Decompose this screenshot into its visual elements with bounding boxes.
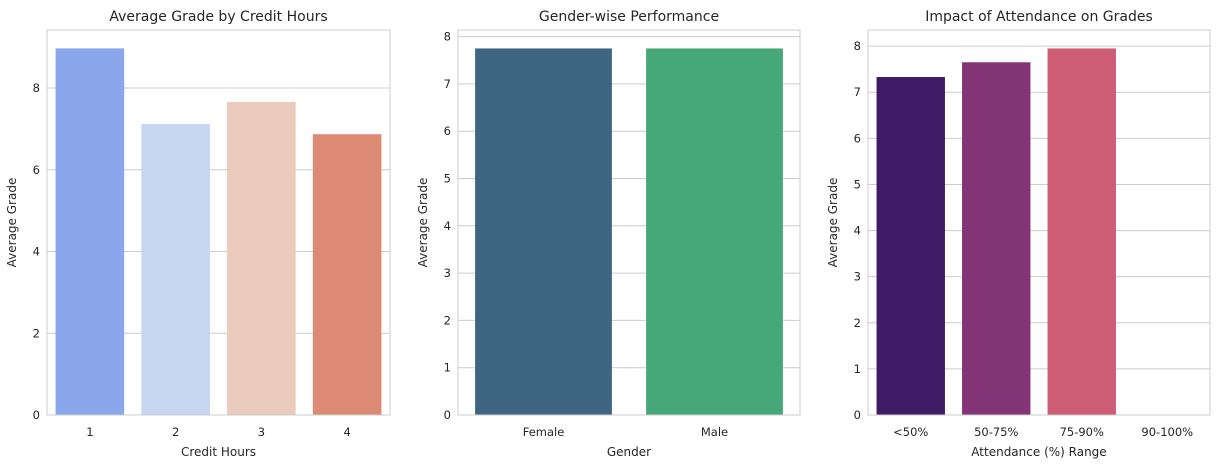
y-tick-label: 1 xyxy=(854,362,861,376)
y-axis-label: Average Grade xyxy=(826,178,840,268)
chart-title: Impact of Attendance on Grades xyxy=(925,9,1153,25)
y-tick-label: 2 xyxy=(854,316,861,330)
plot-frame xyxy=(46,29,391,416)
y-tick-label: 4 xyxy=(33,245,40,259)
y-tick-label: 0 xyxy=(33,408,40,422)
y-tick-label: 5 xyxy=(444,172,451,186)
x-tick-label: Female xyxy=(523,425,565,439)
y-tick-label: 2 xyxy=(33,326,40,340)
y-axis-label: Average Grade xyxy=(416,178,430,268)
y-tick-label: 1 xyxy=(444,361,451,375)
chart-panel-1: 0 2 4 6 8 1 2 3 4 Average Grade by Credit Hours Cr… xyxy=(5,9,391,459)
y-tick-label: 0 xyxy=(444,408,451,422)
y-tick-label: 5 xyxy=(854,177,861,191)
y-tick-label: 0 xyxy=(854,408,861,422)
x-tick-label: 2 xyxy=(172,425,179,439)
y-tick-label: 2 xyxy=(444,313,451,327)
chart-title: Gender-wise Performance xyxy=(539,9,719,25)
chart-panel-3: 0 1 2 3 4 5 6 7 8 <50% 50-75% 75-90% 90-100% Impact o… xyxy=(826,9,1211,459)
chart-title: Average Grade by Credit Hours xyxy=(109,9,327,25)
bar-75-90- xyxy=(1047,48,1116,415)
x-tick-label: 50-75% xyxy=(974,425,1018,439)
y-tick-label: 8 xyxy=(33,81,40,95)
y-tick-label: 6 xyxy=(444,124,451,138)
y-tick-label: 8 xyxy=(444,30,451,44)
y-tick-label: 6 xyxy=(854,131,861,145)
y-tick-label: 6 xyxy=(33,163,40,177)
y-tick-label: 3 xyxy=(444,266,451,280)
x-tick-label: 90-100% xyxy=(1141,425,1193,439)
x-axis-label: Credit Hours xyxy=(181,445,256,459)
chart-panel-2: 0 1 2 3 4 5 6 7 8 Female Male Gender-wise Performan… xyxy=(416,9,801,459)
x-tick-label: <50% xyxy=(893,425,928,439)
bar-male xyxy=(646,48,783,415)
x-tick-label: 1 xyxy=(86,425,93,439)
bar--50- xyxy=(876,77,945,415)
x-tick-label: 4 xyxy=(343,425,350,439)
x-tick-label: Male xyxy=(701,425,728,439)
y-tick-label: 7 xyxy=(854,85,861,99)
y-tick-label: 7 xyxy=(444,77,451,91)
bar-4 xyxy=(312,134,382,416)
plot-frame xyxy=(457,29,801,416)
bar-2 xyxy=(141,124,210,415)
bar-50-75- xyxy=(962,62,1031,415)
x-tick-label: 3 xyxy=(258,425,265,439)
x-axis-label: Attendance (%) Range xyxy=(971,445,1106,459)
bar-3 xyxy=(227,101,296,415)
y-tick-label: 8 xyxy=(854,39,861,53)
bar-1 xyxy=(55,48,125,415)
y-tick-label: 4 xyxy=(444,219,451,233)
x-tick-label: 75-90% xyxy=(1060,425,1104,439)
bar-female xyxy=(475,48,612,415)
x-axis-label: Gender xyxy=(607,445,651,459)
plot-frame xyxy=(867,29,1211,416)
y-tick-label: 3 xyxy=(854,270,861,284)
y-axis-label: Average Grade xyxy=(5,178,19,268)
y-tick-label: 4 xyxy=(854,224,861,238)
